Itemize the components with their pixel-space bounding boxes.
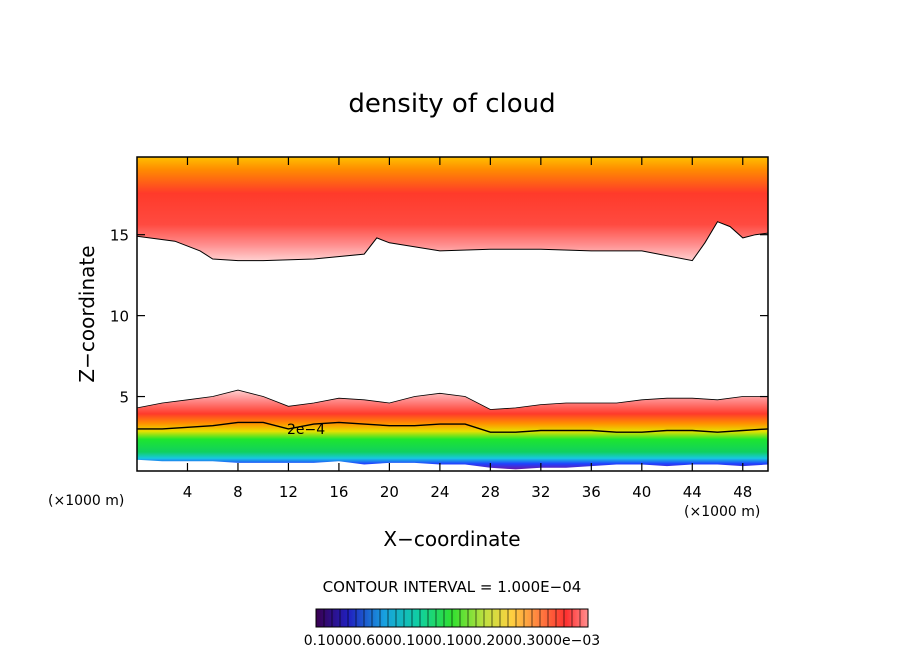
y-axis: 5 10 15: [110, 227, 768, 407]
x-tick-label: 8: [233, 483, 243, 501]
x-axis: 4 8 12 16 20 24 28 32 36 40 44 48: [183, 157, 752, 501]
x-tick-label: 28: [481, 483, 500, 501]
x-tick-label: 44: [683, 483, 702, 501]
x-unit-label: (×1000 m): [684, 504, 760, 520]
x-tick-label: 48: [733, 483, 752, 501]
x-tick-label: 12: [279, 483, 298, 501]
y-axis-label: Z−coordinate: [75, 245, 99, 382]
y-unit-label: (×1000 m): [48, 493, 124, 509]
x-tick-label: 40: [632, 483, 651, 501]
plot-frame: [136, 156, 769, 472]
y-tick-label: 5: [119, 389, 129, 407]
x-axis-label: X−coordinate: [383, 527, 520, 551]
chart-title: density of cloud: [348, 89, 555, 119]
x-tick-label: 36: [582, 483, 601, 501]
y-tick-label: 10: [110, 308, 129, 326]
x-tick-label: 16: [329, 483, 348, 501]
contour-value-label: 2e−4: [287, 422, 325, 438]
x-tick-label: 4: [183, 483, 193, 501]
lower-cloud-layer: [137, 390, 768, 470]
lower-cloud-top-contour: [137, 389, 768, 410]
colorbar-lines: [323, 609, 581, 627]
colorbar-labels: 0.10000.6000.1000.1000.2000.3000e−03: [304, 633, 600, 649]
contour-interval-text: CONTOUR INTERVAL = 1.000E−04: [323, 578, 582, 596]
x-tick-label: 32: [531, 483, 550, 501]
colorbar: [315, 608, 589, 628]
contour-2e-4: [137, 421, 768, 433]
x-tick-label: 20: [380, 483, 399, 501]
plot-area: [137, 157, 768, 470]
upper-cloud-contour: [137, 221, 768, 262]
upper-cloud-layer: [137, 157, 768, 261]
y-tick-label: 15: [110, 227, 129, 245]
x-tick-label: 24: [430, 483, 449, 501]
